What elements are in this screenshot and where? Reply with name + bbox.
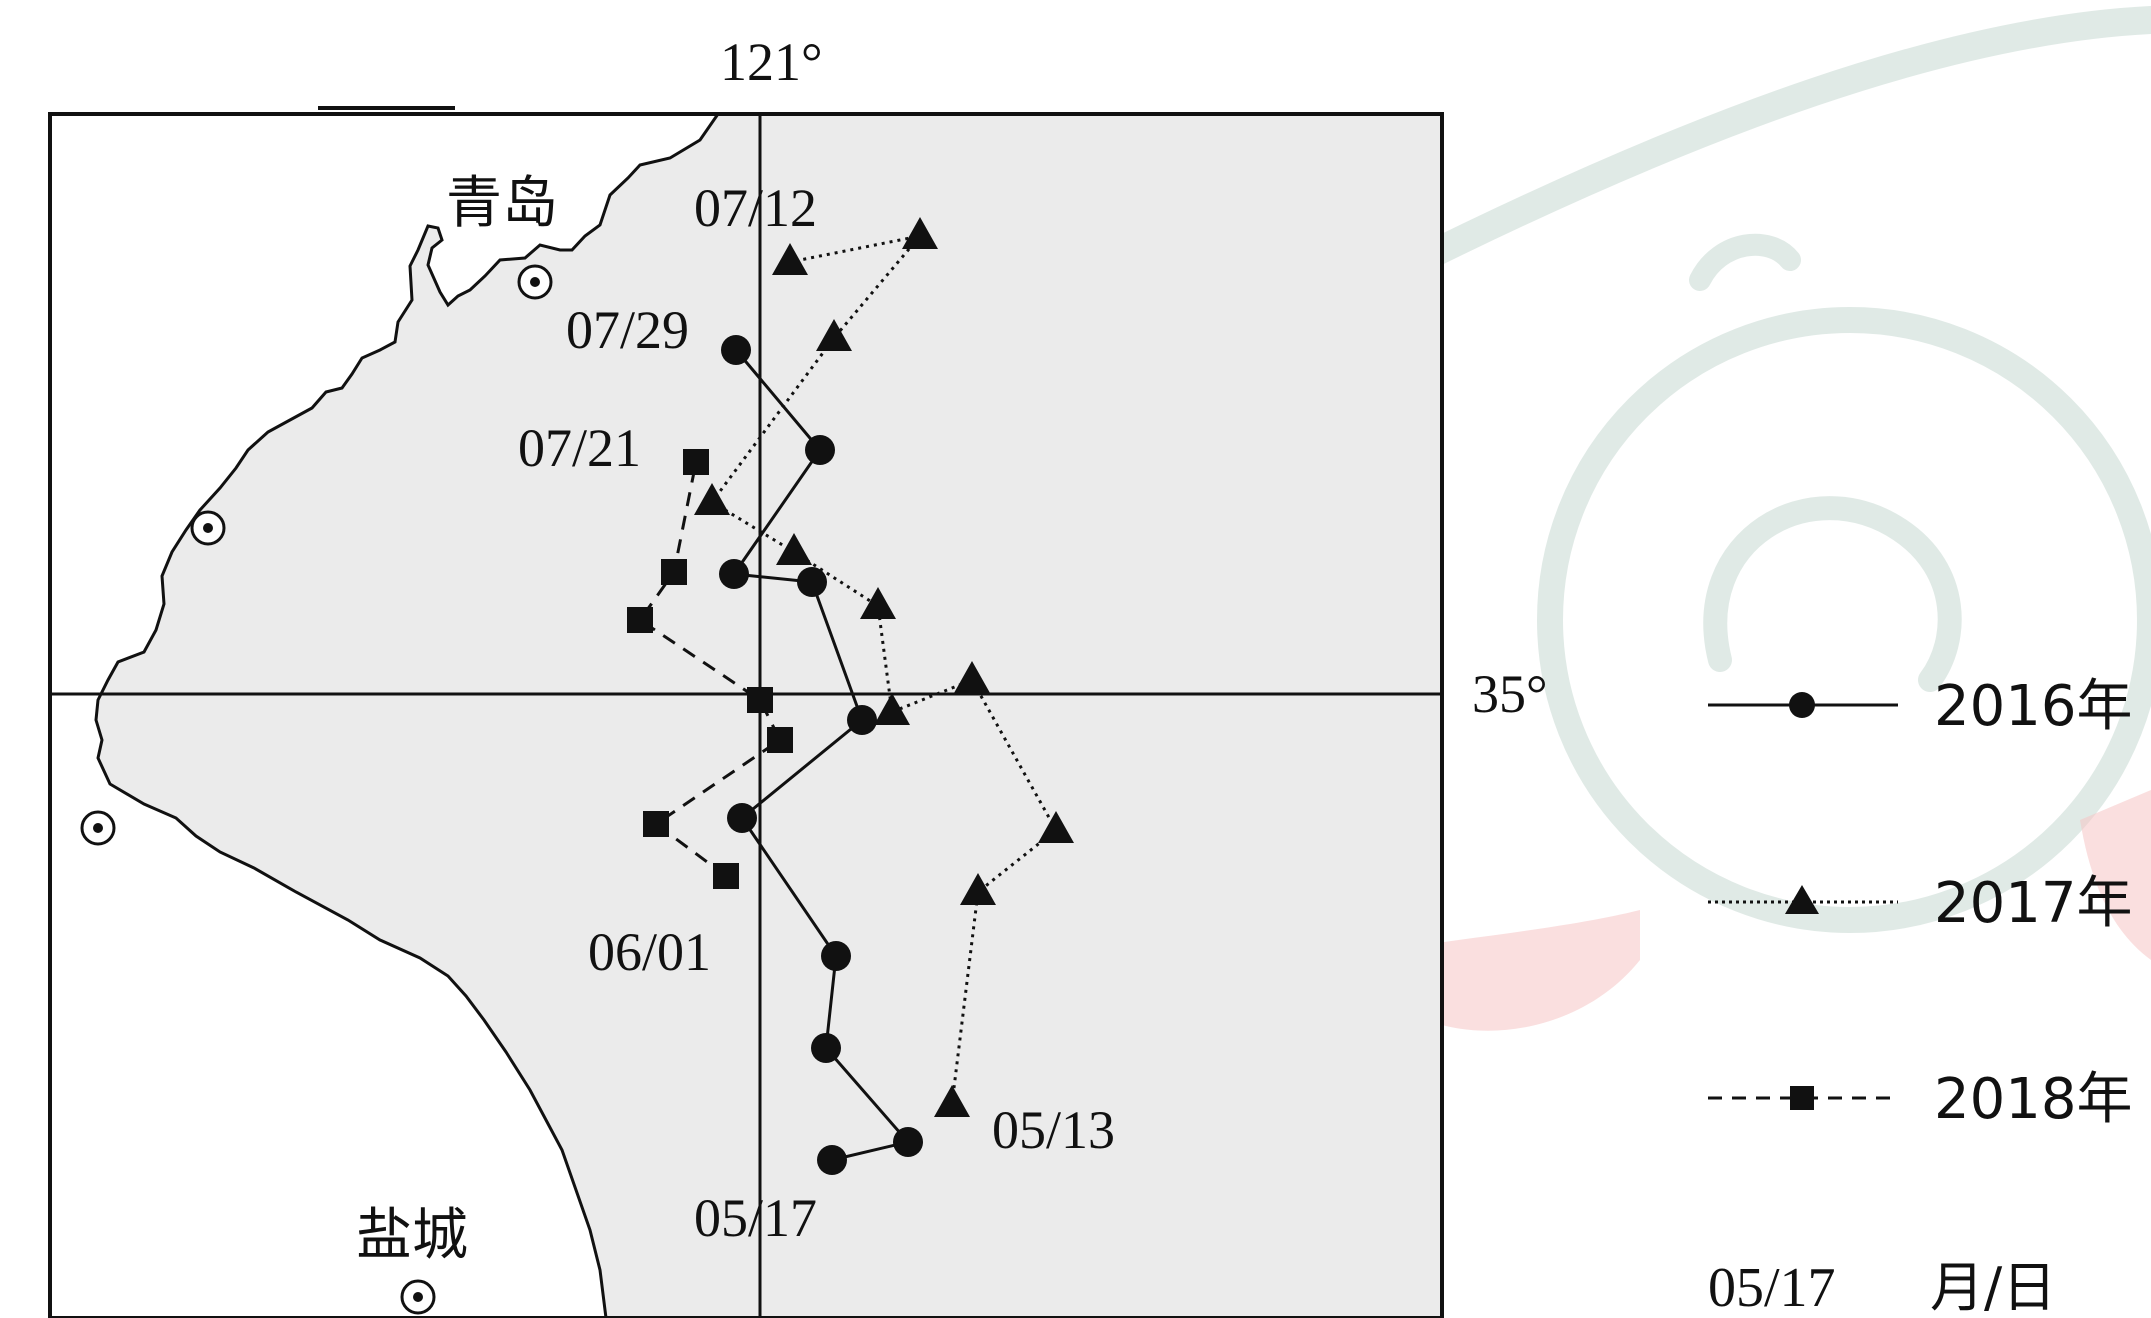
watermark-brow-right xyxy=(1689,233,1801,291)
track-point xyxy=(661,559,687,585)
legend-date-format: 月/日 xyxy=(1930,1256,2056,1318)
track-point xyxy=(713,863,739,889)
track-date-label: 07/21 xyxy=(518,418,641,478)
track-point xyxy=(954,661,990,693)
track-point xyxy=(719,559,749,589)
watermark-swirl-right xyxy=(1703,496,1962,692)
track-point xyxy=(805,435,835,465)
track-line xyxy=(731,349,911,1162)
track-point xyxy=(816,319,852,351)
track-point xyxy=(797,567,827,597)
track-point xyxy=(721,335,751,365)
track-point xyxy=(627,607,653,633)
city-marker-coast-west xyxy=(80,810,116,846)
land-area xyxy=(48,112,721,1318)
track-date-label: 07/12 xyxy=(694,178,817,238)
track-point xyxy=(860,587,896,619)
track-point xyxy=(960,873,996,905)
track-point xyxy=(1038,811,1074,843)
legend-label-2016: 2016年 xyxy=(1934,674,2133,739)
track-point xyxy=(694,483,730,515)
city-label-qingdao: 青岛 xyxy=(446,171,558,236)
track-line xyxy=(709,233,1058,1105)
watermark-outline xyxy=(356,6,2151,1318)
track-point xyxy=(821,941,851,971)
track-point xyxy=(893,1127,923,1157)
legend-item-2018: 2018年 xyxy=(1708,1067,2133,1132)
city-marker-qingdao xyxy=(517,264,553,300)
longitude-label: 121° xyxy=(720,32,823,92)
track-point xyxy=(902,217,938,249)
track-point xyxy=(874,693,910,725)
map-frame xyxy=(48,112,1444,1318)
city-marker-coast-north xyxy=(190,510,226,546)
legend-date-example: 05/17 xyxy=(1708,1257,1836,1318)
track-point xyxy=(847,705,877,735)
track-point xyxy=(934,1085,970,1117)
legend-label-2017: 2017年 xyxy=(1934,871,2133,936)
track-date-label: 07/29 xyxy=(566,300,689,360)
city-label-yancheng: 盐城 xyxy=(356,1203,468,1268)
track-date-label: 06/01 xyxy=(588,922,711,982)
track-2017年: 05/13 07/12 xyxy=(694,178,1115,1160)
track-point xyxy=(817,1145,847,1175)
city-marker-yancheng xyxy=(400,1279,436,1315)
track-point xyxy=(772,243,808,275)
watermark-cheek-right xyxy=(2080,790,2151,960)
map-area: 05/17 06/01 07/29 05/13 07/12 07/21 青岛 盐城 35° xyxy=(48,106,1548,1318)
tracks-layer: 05/17 06/01 07/29 05/13 07/12 07/21 xyxy=(518,178,1115,1248)
track-point xyxy=(811,1033,841,1063)
track-point xyxy=(727,803,757,833)
legend: 2016年 2017年 2018年 05/17 月/日 xyxy=(1708,674,2133,1318)
track-point xyxy=(776,533,812,565)
watermark-ring-right xyxy=(1537,307,2151,933)
track-point xyxy=(767,727,793,753)
legend-item-2017: 2017年 xyxy=(1708,871,2133,936)
track-date-label: 05/17 xyxy=(694,1188,817,1248)
track-point xyxy=(747,687,773,713)
track-point xyxy=(643,811,669,837)
legend-label-2018: 2018年 xyxy=(1934,1067,2133,1132)
legend-item-2016: 2016年 xyxy=(1708,674,2133,739)
track-point xyxy=(683,449,709,475)
latitude-label: 35° xyxy=(1472,664,1548,724)
track-date-label: 05/13 xyxy=(992,1100,1115,1160)
track-2016年: 05/17 06/01 07/29 xyxy=(566,300,923,1248)
track-2018年: 07/21 xyxy=(518,418,793,889)
